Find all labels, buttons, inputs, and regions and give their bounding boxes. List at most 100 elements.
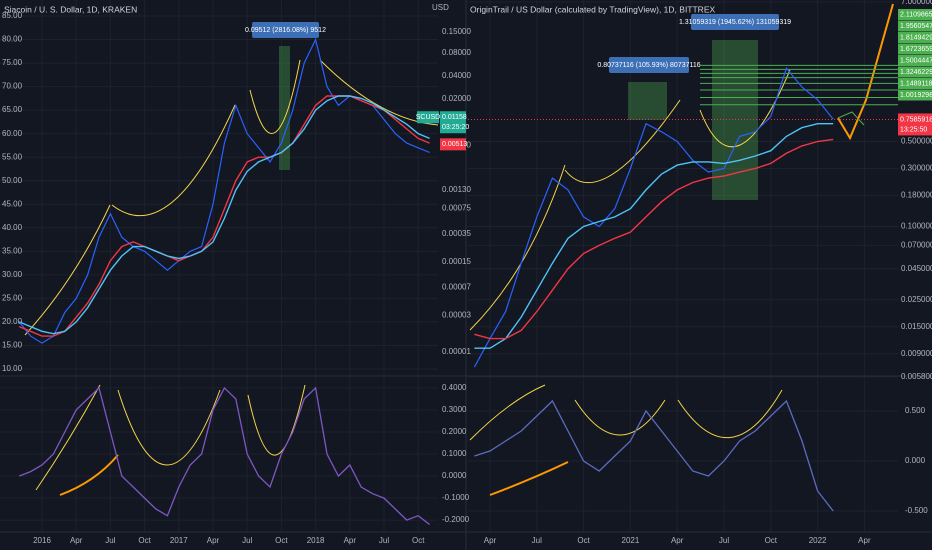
trend-curve [564, 99, 681, 184]
x-tick-label: Jul [242, 536, 252, 545]
y-tick-label: 15.00 [2, 341, 23, 350]
level-badge [898, 32, 932, 43]
x-tick-label: Jul [532, 536, 542, 545]
moving-average [474, 123, 834, 349]
y-tick-label: 0.30000000 [901, 164, 932, 173]
x-tick-label: Apr [671, 536, 684, 545]
annotation: 1.31059319 (1945.62%) 131059319 [679, 19, 791, 26]
symbol-label: SCUSD [416, 114, 441, 121]
annotation: 0.09512 (2816.08%) 9512 [245, 27, 326, 34]
osc-tick-label: 0.2000 [442, 427, 467, 436]
level-label: 1.67236595 [900, 46, 932, 53]
y-tick-label: 65.00 [2, 105, 23, 114]
osc-tick-label: 0.0000 [442, 471, 467, 480]
level-label: 1.81494293 [900, 34, 932, 41]
x-tick-label: 2016 [33, 536, 51, 545]
trend-curve [677, 389, 783, 439]
forecast-path [837, 3, 894, 141]
level-label: 1.50044479 [900, 57, 932, 64]
osc-tick-label: -0.2000 [442, 515, 470, 524]
osc-tick-label: 0.000 [905, 456, 926, 465]
y-tick-label: 0.02500000 [901, 295, 932, 304]
countdown: 13:25:50 [900, 126, 927, 133]
y-tick-label: 30.00 [2, 270, 23, 279]
currency-label: USD [432, 3, 449, 12]
oscillator-line [18, 386, 430, 526]
y2-tick-label: 0.04000 [442, 71, 471, 80]
y-tick-label: 20.00 [2, 317, 23, 326]
osc-tick-label: 0.1000 [442, 449, 467, 458]
x-tick-label: Oct [577, 536, 590, 545]
moving-average [474, 138, 834, 340]
x-tick-label: 2018 [307, 536, 325, 545]
level-badge [898, 43, 932, 55]
x-tick-label: Apr [207, 536, 220, 545]
price-badge [440, 111, 466, 134]
y-tick-label: 55.00 [2, 152, 23, 161]
last-price: 0.75859189 [900, 116, 932, 123]
y-tick-label: 7.00000000 [901, 0, 932, 6]
y2-tick-label: 0.00130 [442, 185, 471, 194]
range-box [279, 46, 290, 170]
y2-tick-label: 0.00035 [442, 229, 471, 238]
y2-tick-label: 0.15000 [442, 27, 471, 36]
countdown: 03:25:20 [442, 124, 469, 131]
trend-curve [247, 384, 306, 456]
x-tick-label: Jul [719, 536, 729, 545]
price-badge [440, 138, 466, 151]
level-label: 1.32462296 [900, 69, 932, 76]
annotation-box [691, 14, 779, 30]
y-tick-label: 40.00 [2, 223, 23, 232]
y-tick-label: 0.07000000 [901, 240, 932, 249]
y-tick-label: 85.00 [2, 11, 23, 20]
y-tick-label: 80.00 [2, 35, 23, 44]
x-tick-label: Oct [412, 536, 425, 545]
trend-curve [469, 164, 566, 331]
y-tick-label: 25.00 [2, 294, 23, 303]
trend-curve [111, 104, 236, 216]
arrow [59, 454, 119, 496]
y2-tick-label: 0.00007 [442, 282, 471, 291]
level-badge [898, 66, 932, 78]
x-tick-label: Jul [105, 536, 115, 545]
chart-title: OriginTrail / US Dollar (calculated by T… [470, 4, 715, 14]
y2-tick-label: 0.08000 [442, 48, 471, 57]
level-label: 1.95605479 [900, 23, 932, 30]
y-tick-label: 50.00 [2, 176, 23, 185]
osc-tick-label: 0.4000 [442, 383, 467, 392]
y-tick-label: 0.04500000 [901, 264, 932, 273]
trend-curve [249, 59, 301, 134]
annotation-box [252, 22, 319, 38]
y-tick-label: 0.00580000 [901, 372, 932, 381]
x-tick-label: 2017 [170, 536, 188, 545]
level-badge [898, 20, 932, 32]
level-badge [898, 89, 932, 101]
y2-tick-label: 0.00003 [442, 311, 471, 320]
last-price: 0.01158 [442, 114, 467, 121]
x-tick-label: 2021 [622, 536, 640, 545]
x-tick-label: Apr [858, 536, 871, 545]
y-tick-label: 75.00 [2, 58, 23, 67]
y2-tick-label: 0.02000 [442, 94, 471, 103]
level-badge [898, 55, 932, 66]
level-label: 1.00192986 [900, 92, 932, 99]
y-tick-label: 35.00 [2, 246, 23, 255]
annotation-box [609, 57, 689, 73]
level-label: 2.11098650 [900, 11, 932, 18]
osc-tick-label: 0.3000 [442, 405, 467, 414]
grid [0, 0, 898, 532]
level-badge [898, 78, 932, 89]
y-tick-label: 0.50000000 [901, 137, 932, 146]
y2-tick-label: 0.00001 [442, 347, 471, 356]
y-tick-label: 0.00900000 [901, 349, 932, 358]
trend-curve [117, 389, 221, 466]
moving-average [18, 95, 430, 337]
x-tick-label: Oct [765, 536, 778, 545]
oscillator-line [474, 399, 834, 512]
y-tick-label: 0.01500000 [901, 322, 932, 331]
y-tick-label: 60.00 [2, 129, 23, 138]
x-tick-label: Oct [138, 536, 151, 545]
osc-tick-label: -0.500 [905, 506, 928, 515]
osc-tick-label: 0.500 [905, 406, 926, 415]
